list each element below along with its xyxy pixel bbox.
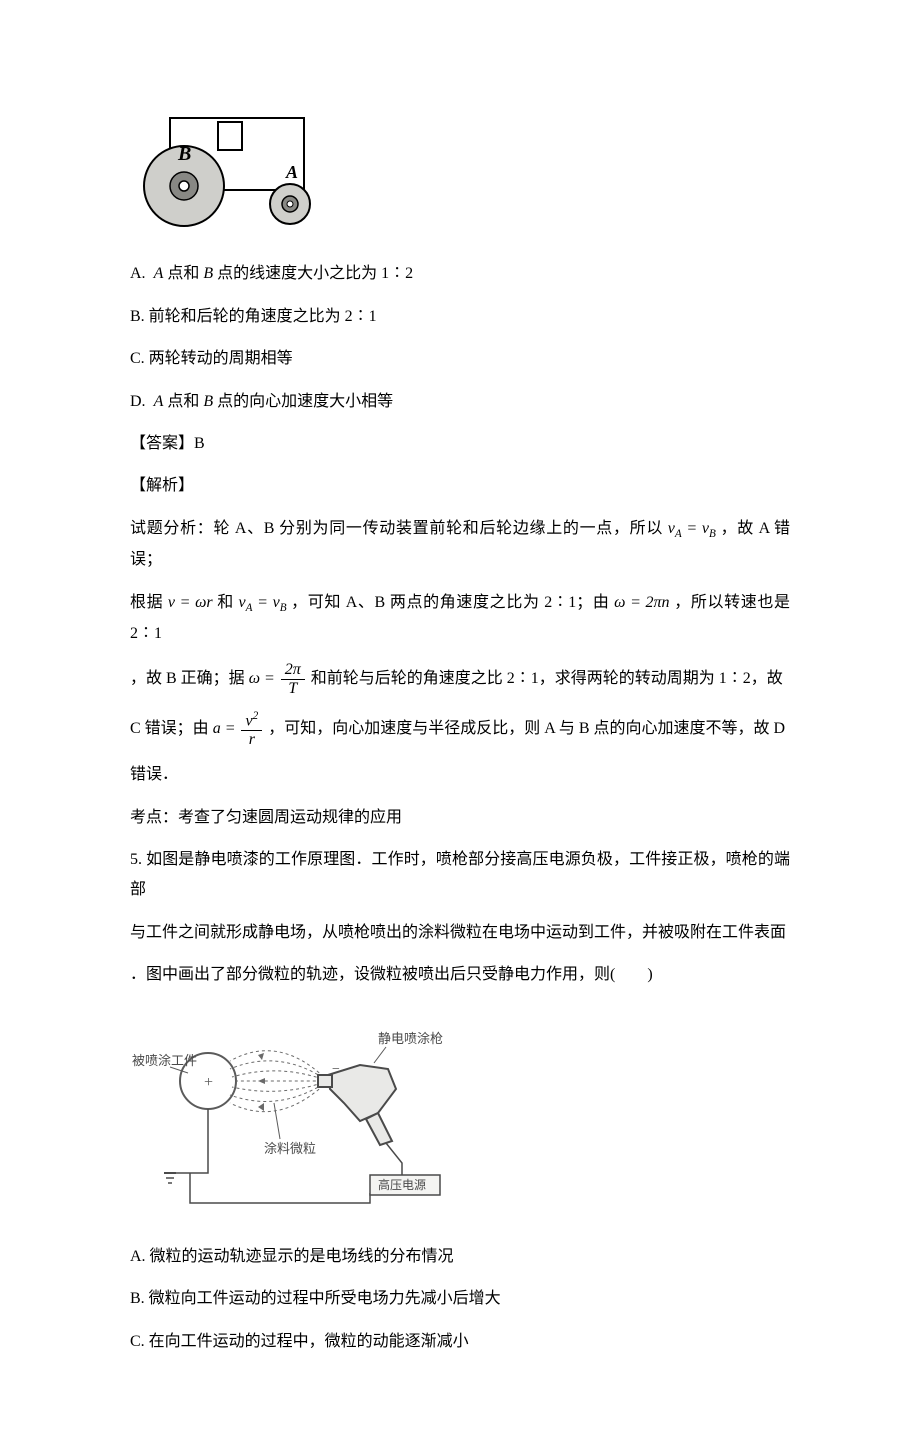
text: ，可知，向心加速度与半径成反比，则 A 与 B 点的向心加速度不等，故 D — [268, 720, 785, 737]
spray-svg: + 被喷涂工件 − 静电喷涂枪 — [130, 1003, 460, 1213]
q4-explain-label: 【解析】 — [130, 471, 790, 501]
text: 试题分析：轮 A、B 分别为同一传动装置前轮和后轮边缘上的一点，所以 — [130, 520, 668, 537]
q4-exp-line1: 试题分析：轮 A、B 分别为同一传动装置前轮和后轮边缘上的一点，所以 vA = … — [130, 514, 790, 576]
q5-stem-2: 与工件之间就形成静电场，从喷枪喷出的涂料微粒在电场中运动到工件，并被吸附在工件表… — [130, 918, 790, 948]
text: C 错误；由 — [130, 720, 213, 737]
q4-opt-b: B. 前轮和后轮的角速度之比为 2∶1 — [130, 302, 790, 332]
tractor-figure: B A — [130, 110, 790, 241]
q5-stem-3: ．图中画出了部分微粒的轨迹，设微粒被喷出后只受静电力作用，则( ) — [130, 960, 790, 990]
q5-opt-c: C. 在向工件运动的过程中，微粒的动能逐渐减小 — [130, 1327, 790, 1357]
text: ，可知 A、B 两点的角速度之比为 2∶1；由 — [291, 594, 614, 611]
spray-figure: + 被喷涂工件 − 静电喷涂枪 — [130, 1003, 790, 1224]
label-workpiece: 被喷涂工件 — [132, 1053, 197, 1068]
text: 根据 — [130, 594, 168, 611]
q5-opt-a: A. 微粒的运动轨迹显示的是电场线的分布情况 — [130, 1242, 790, 1272]
label-supply: 高压电源 — [378, 1177, 426, 1192]
q4-exp-line4: C 错误；由 a = v2r ，可知，向心加速度与半径成反比，则 A 与 B 点… — [130, 710, 790, 749]
text: ，故 B 正确；据 — [130, 670, 249, 687]
label-gun: 静电喷涂枪 — [378, 1031, 443, 1046]
label-A: A — [285, 162, 298, 182]
text: 和前轮与后轮的角速度之比 2∶1，求得两轮的转动周期为 1∶2，故 — [311, 670, 783, 687]
q4-opt-c: C. 两轮转动的周期相等 — [130, 344, 790, 374]
q4-opt-a: A. A 点和 B 点的线速度大小之比为 1∶2 — [130, 259, 790, 289]
q4-exp-line2: 根据 v = ωr 和 vA = vB ，可知 A、B 两点的角速度之比为 2∶… — [130, 588, 790, 650]
tractor-svg: B A — [130, 110, 340, 230]
svg-text:−: − — [332, 1062, 340, 1077]
label-particles: 涂料微粒 — [264, 1141, 316, 1156]
q4-answer: 【答案】B — [130, 429, 790, 459]
svg-text:+: + — [204, 1074, 213, 1091]
q4-exp-line5: 错误． — [130, 760, 790, 790]
q4-exp-line3: ，故 B 正确；据 ω = 2πT 和前轮与后轮的角速度之比 2∶1，求得两轮的… — [130, 661, 790, 697]
q5-stem-1: 5. 如图是静电喷漆的工作原理图．工作时，喷枪部分接高压电源负极，工件接正极，喷… — [130, 845, 790, 906]
q4-opt-d: D. A 点和 B 点的向心加速度大小相等 — [130, 387, 790, 417]
q5-opt-b: B. 微粒向工件运动的过程中所受电场力先减小后增大 — [130, 1284, 790, 1314]
text: 和 — [217, 594, 238, 611]
label-B: B — [177, 143, 191, 165]
q4-kaodian: 考点：考查了匀速圆周运动规律的应用 — [130, 803, 790, 833]
